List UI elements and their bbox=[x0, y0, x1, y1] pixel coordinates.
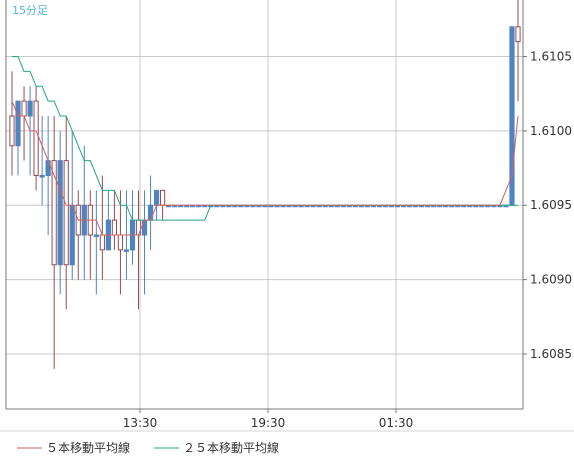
candle-body bbox=[153, 189, 160, 206]
axes bbox=[5, 0, 524, 410]
candle-body bbox=[45, 160, 51, 176]
x-axis-ticks: 13:30 19:30 01:30 bbox=[123, 409, 414, 430]
candle-body bbox=[117, 234, 124, 251]
candle-body bbox=[99, 234, 105, 251]
y-tick-label: 1.6100 bbox=[530, 124, 572, 138]
candle-body bbox=[39, 174, 45, 178]
ma5-line bbox=[11, 100, 519, 236]
candle-body bbox=[27, 100, 33, 117]
candle-body bbox=[123, 249, 130, 252]
candle-body bbox=[21, 100, 27, 117]
legend-ma25-label: ２５本移動平均線 bbox=[183, 440, 279, 455]
candle-body bbox=[69, 204, 75, 266]
candle-body bbox=[33, 100, 39, 176]
candle-body bbox=[515, 26, 521, 43]
candle-body bbox=[147, 204, 154, 221]
y-tick-label: 1.6105 bbox=[530, 50, 572, 64]
candle-body bbox=[51, 160, 57, 266]
candle-body bbox=[93, 234, 99, 237]
y-axis-ticks: 1.6085 1.6090 1.6095 1.6100 1.6105 bbox=[523, 50, 572, 361]
y-tick-label: 1.6090 bbox=[530, 273, 572, 287]
x-tick-label: 19:30 bbox=[251, 416, 286, 430]
moving-averages bbox=[11, 56, 519, 236]
y-tick-label: 1.6085 bbox=[530, 347, 572, 361]
y-tick-label: 1.6095 bbox=[530, 198, 572, 212]
plot-area bbox=[6, 0, 523, 409]
legend-ma5-label: ５本移動平均線 bbox=[46, 440, 130, 455]
timeframe-label: 15分足 bbox=[12, 4, 48, 17]
legend: ５本移動平均線 ２５本移動平均線 bbox=[17, 440, 279, 455]
candle-body bbox=[57, 160, 63, 266]
candle-body bbox=[135, 219, 142, 236]
x-tick-label: 01:30 bbox=[379, 416, 414, 430]
x-tick-label: 13:30 bbox=[123, 416, 158, 430]
candle-body bbox=[141, 219, 148, 236]
candle-body bbox=[159, 189, 166, 206]
candle-body bbox=[9, 115, 15, 147]
candle-body bbox=[63, 160, 69, 266]
candle-body bbox=[111, 219, 118, 236]
candle-body bbox=[15, 100, 21, 147]
